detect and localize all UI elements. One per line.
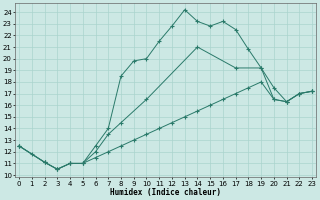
X-axis label: Humidex (Indice chaleur): Humidex (Indice chaleur)	[110, 188, 221, 197]
